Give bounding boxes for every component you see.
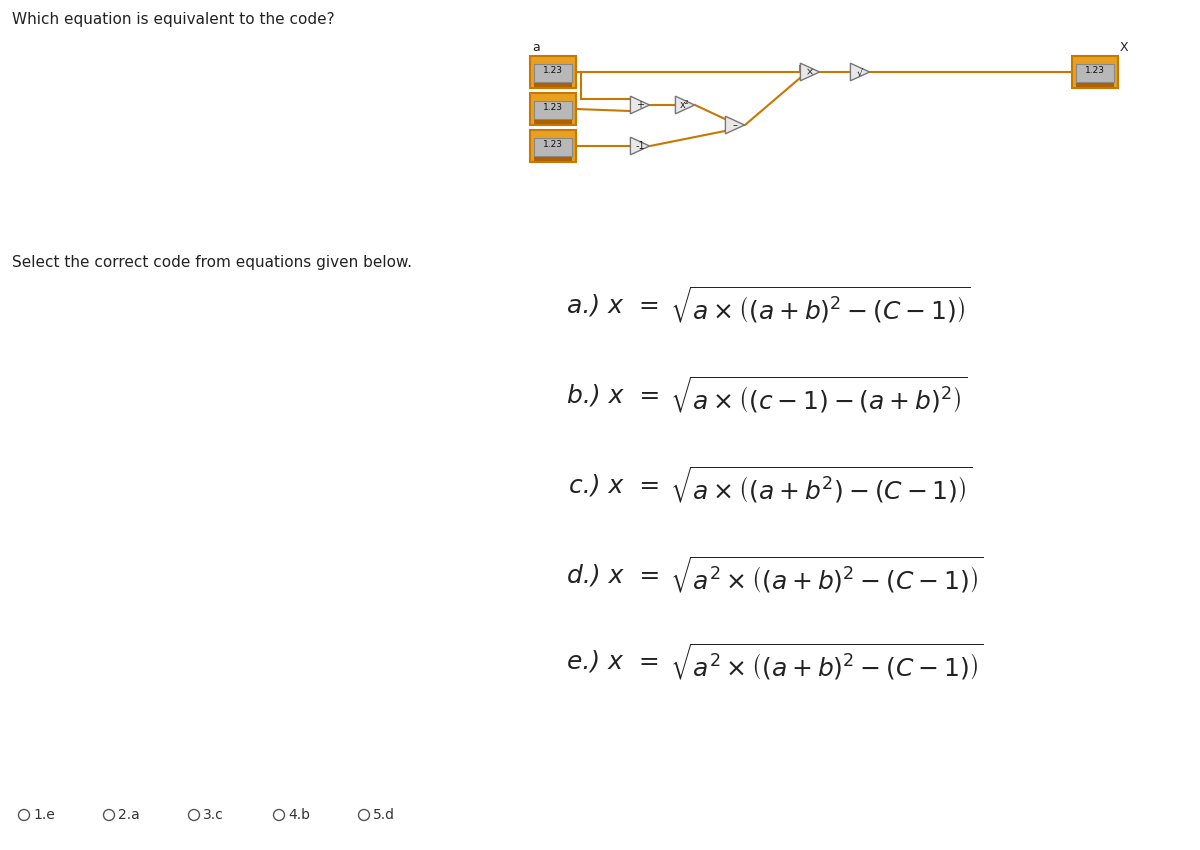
Text: 3.c: 3.c — [203, 808, 223, 822]
Text: 2.a: 2.a — [118, 808, 139, 822]
Polygon shape — [851, 63, 870, 81]
FancyBboxPatch shape — [530, 130, 576, 162]
FancyBboxPatch shape — [534, 157, 572, 161]
Text: +: + — [636, 100, 644, 110]
Polygon shape — [630, 137, 649, 155]
Text: X: X — [1120, 41, 1129, 54]
Text: b.) x  =: b.) x = — [566, 383, 660, 407]
FancyBboxPatch shape — [1076, 83, 1114, 87]
FancyBboxPatch shape — [530, 93, 576, 125]
Polygon shape — [800, 63, 820, 81]
FancyBboxPatch shape — [534, 120, 572, 124]
Text: Select the correct code from equations given below.: Select the correct code from equations g… — [12, 255, 412, 270]
FancyBboxPatch shape — [534, 83, 572, 87]
FancyBboxPatch shape — [534, 64, 572, 82]
Text: 1.23: 1.23 — [542, 65, 563, 75]
Text: √: √ — [857, 67, 863, 77]
Text: $\sqrt{a \times \left((a + b)^2 - (C - 1)\right)}$: $\sqrt{a \times \left((a + b)^2 - (C - 1… — [670, 285, 971, 326]
FancyBboxPatch shape — [1076, 64, 1114, 82]
FancyBboxPatch shape — [534, 138, 572, 156]
Text: –: – — [732, 120, 738, 130]
Text: 1.23: 1.23 — [542, 103, 563, 111]
FancyBboxPatch shape — [534, 101, 572, 119]
Text: 5.d: 5.d — [373, 808, 395, 822]
Text: c.) x  =: c.) x = — [569, 473, 660, 497]
Polygon shape — [725, 116, 744, 133]
Text: ×: × — [806, 67, 814, 77]
Text: Which equation is equivalent to the code?: Which equation is equivalent to the code… — [12, 12, 335, 27]
Text: 1.23: 1.23 — [542, 139, 563, 149]
Text: $\sqrt{a^{2} \times \left((a + b)^2 - (C - 1)\right)}$: $\sqrt{a^{2} \times \left((a + b)^2 - (C… — [670, 555, 984, 595]
Text: x²: x² — [680, 100, 690, 110]
Text: -1: -1 — [635, 141, 644, 151]
Text: $\sqrt{a \times \left((c - 1) - (a + b)^2\right)}$: $\sqrt{a \times \left((c - 1) - (a + b)^… — [670, 375, 967, 416]
Text: $\sqrt{a^{2} \times \left((a + b)^2 - (C - 1)\right)}$: $\sqrt{a^{2} \times \left((a + b)^2 - (C… — [670, 642, 984, 683]
FancyBboxPatch shape — [530, 56, 576, 88]
Text: c: c — [532, 115, 539, 128]
Text: $\sqrt{a \times \left((a + b^2) - (C - 1)\right)}$: $\sqrt{a \times \left((a + b^2) - (C - 1… — [670, 465, 972, 506]
Polygon shape — [630, 96, 649, 114]
Text: b: b — [532, 78, 540, 91]
Text: 1.23: 1.23 — [1085, 65, 1105, 75]
Text: a: a — [532, 41, 540, 54]
Text: e.) x  =: e.) x = — [568, 650, 660, 674]
Text: d.) x  =: d.) x = — [566, 563, 660, 587]
FancyBboxPatch shape — [1072, 56, 1118, 88]
Text: 1.e: 1.e — [34, 808, 55, 822]
Text: a.) x  =: a.) x = — [568, 293, 660, 317]
Polygon shape — [676, 96, 695, 114]
Text: 4.b: 4.b — [288, 808, 310, 822]
